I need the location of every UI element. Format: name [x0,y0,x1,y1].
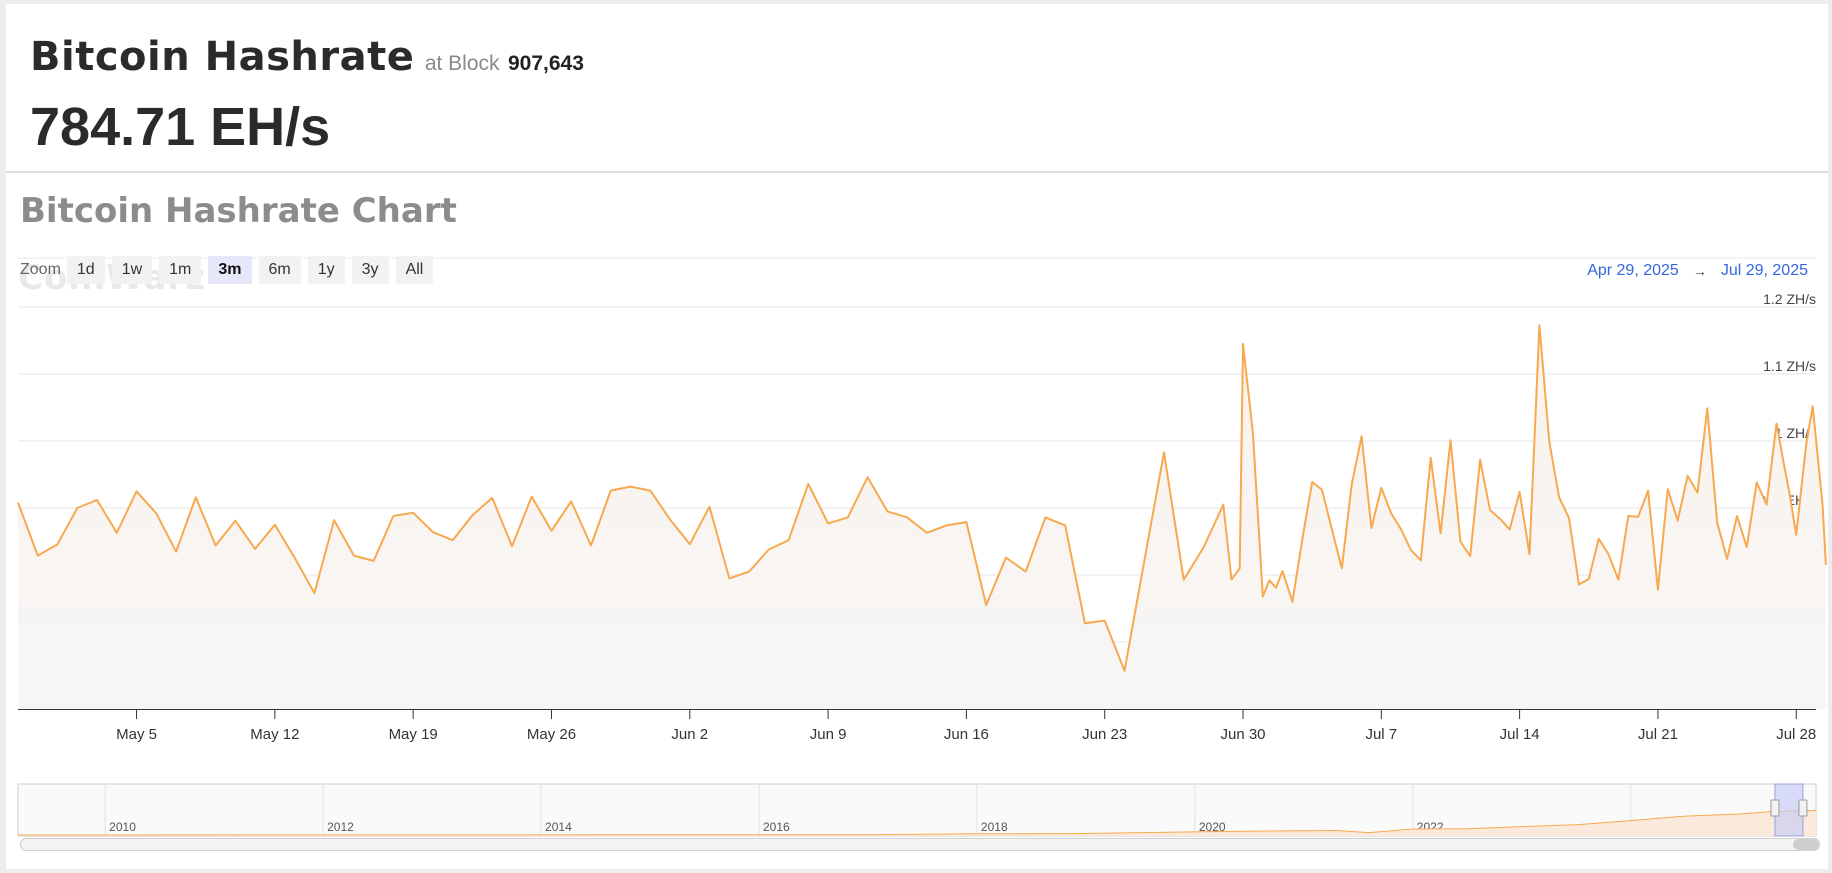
at-block-label: at Block [424,52,500,75]
zoom-button-3m[interactable]: 3m [208,256,252,284]
navigator-year-label: 2018 [981,820,1008,834]
x-tick-label: May 26 [527,726,576,743]
chart-card: CoinWarz600 EH/s700 EH/s800 EH/s900 EH/s… [6,173,1828,869]
scrollbar-thumb[interactable] [1793,839,1819,850]
current-hashrate-value: 784.71 EH/s [30,97,331,157]
x-tick-label: Jun 30 [1220,726,1265,743]
zoom-button-3y[interactable]: 3y [351,256,389,284]
x-tick-label: Jun 2 [671,726,708,743]
header-card: Bitcoin Hashrate at Block 907,643 784.71… [6,4,1828,173]
navigator-history-area [18,810,1816,836]
navigator-right-handle[interactable] [1798,799,1808,817]
zoom-button-all[interactable]: All [395,256,434,284]
x-tick-label: Jul 14 [1500,726,1540,743]
navigator-year-label: 2016 [763,820,790,834]
zoom-button-6m[interactable]: 6m [258,256,301,284]
zoom-label: Zoom [20,261,61,278]
zoom-button-1y[interactable]: 1y [307,256,345,284]
title-row: Bitcoin Hashrate at Block 907,643 [30,34,584,80]
navigator-year-label: 2012 [327,820,354,834]
hashrate-series-line [17,324,1827,672]
x-tick-label: Jul 28 [1776,726,1816,743]
navigator-year-label: 2014 [545,820,572,834]
range-arrow-icon: → [1692,263,1707,279]
navigator-left-handle[interactable] [1770,799,1780,817]
date-range: Apr 29, 2025 → Jul 29, 2025 [1587,262,1808,280]
hashrate-chart: CoinWarz600 EH/s700 EH/s800 EH/s900 EH/s… [17,257,1827,837]
navigator-year-label: 2020 [1199,820,1226,834]
y-tick-label: 1 ZH/s [1775,425,1816,441]
x-tick-label: May 12 [250,726,299,743]
zoom-button-1m[interactable]: 1m [159,256,202,284]
range-from-date[interactable]: Apr 29, 2025 [1587,262,1679,279]
page-title: Bitcoin Hashrate [30,34,415,80]
range-to-date[interactable]: Jul 29, 2025 [1720,262,1808,279]
zoom-button-1d[interactable]: 1d [66,256,105,284]
x-tick-label: May 19 [389,726,438,743]
x-tick-label: Jul 7 [1365,726,1397,743]
block-number: 907,643 [507,52,584,75]
x-tick-label: Jul 21 [1638,726,1678,743]
x-tick-label: Jun 23 [1082,726,1127,743]
x-tick-label: Jun 9 [810,726,847,743]
hashrate-area [18,325,1826,709]
navigator-history-line [17,809,1817,836]
y-tick-label: 1.2 ZH/s [1763,291,1816,307]
navigator-year-label: 2010 [109,820,136,834]
zoom-bar: Zoom 1d 1w 1m 3m 6m 1y 3y All [20,256,440,284]
zoom-button-1w[interactable]: 1w [111,256,153,284]
x-tick-label: Jun 16 [944,726,989,743]
y-tick-label: 1.1 ZH/s [1763,358,1816,374]
chart-heading: Bitcoin Hashrate Chart [20,191,457,231]
navigator-selection [1774,783,1804,837]
navigator-scrollbar[interactable] [20,838,1820,851]
x-tick-label: May 5 [116,726,157,743]
